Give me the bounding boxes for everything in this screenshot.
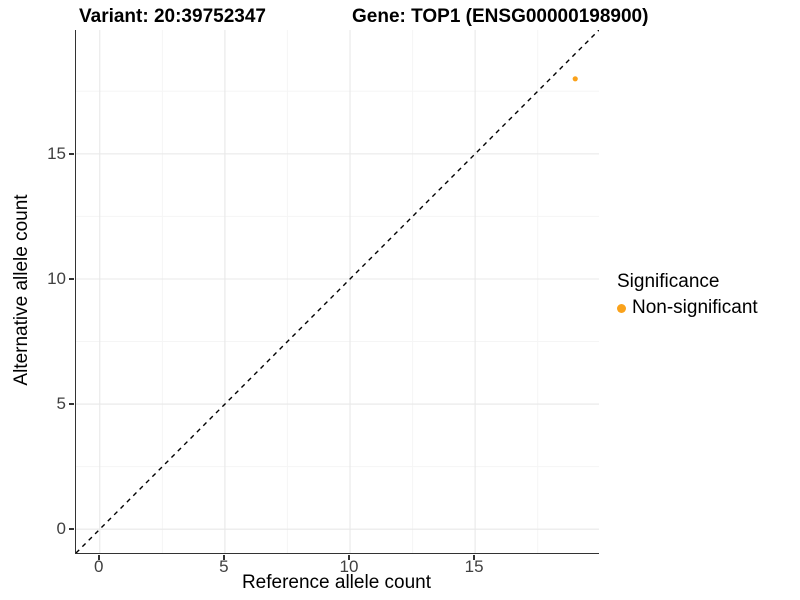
x-tick-label: 0 bbox=[94, 557, 104, 576]
x-tick-mark bbox=[223, 554, 225, 560]
x-tick-label: 15 bbox=[464, 557, 484, 576]
plot-area bbox=[76, 30, 599, 553]
legend-item-label: Non-significant bbox=[632, 297, 758, 318]
legend: Significance Non-significant bbox=[617, 271, 758, 319]
x-tick-label: 10 bbox=[339, 557, 359, 576]
x-tick-mark bbox=[473, 554, 475, 560]
x-tick-label: 5 bbox=[219, 557, 229, 576]
chart-title-gene: Gene: TOP1 (ENSG00000198900) bbox=[352, 6, 649, 27]
y-tick-mark bbox=[68, 528, 74, 530]
legend-title: Significance bbox=[617, 271, 720, 292]
y-tick-mark bbox=[68, 278, 74, 280]
legend-point-icon bbox=[617, 303, 626, 313]
y-tick-label: 15 bbox=[47, 143, 66, 163]
y-tick-mark bbox=[68, 403, 74, 405]
data-point bbox=[572, 76, 578, 82]
plot-panel bbox=[75, 30, 599, 554]
x-tick-mark bbox=[348, 554, 350, 560]
identity-line bbox=[76, 30, 599, 553]
x-tick-mark bbox=[98, 554, 100, 560]
y-tick-label: 10 bbox=[47, 268, 66, 288]
y-tick-label: 5 bbox=[56, 394, 66, 414]
x-axis-title: Reference allele count bbox=[241, 572, 432, 593]
y-axis-title: Alternative allele count bbox=[11, 194, 32, 386]
chart-title-variant: Variant: 20:39752347 bbox=[79, 6, 266, 27]
y-tick-label: 0 bbox=[56, 519, 66, 539]
y-tick-mark bbox=[68, 153, 74, 155]
legend-item: Non-significant bbox=[617, 297, 758, 319]
